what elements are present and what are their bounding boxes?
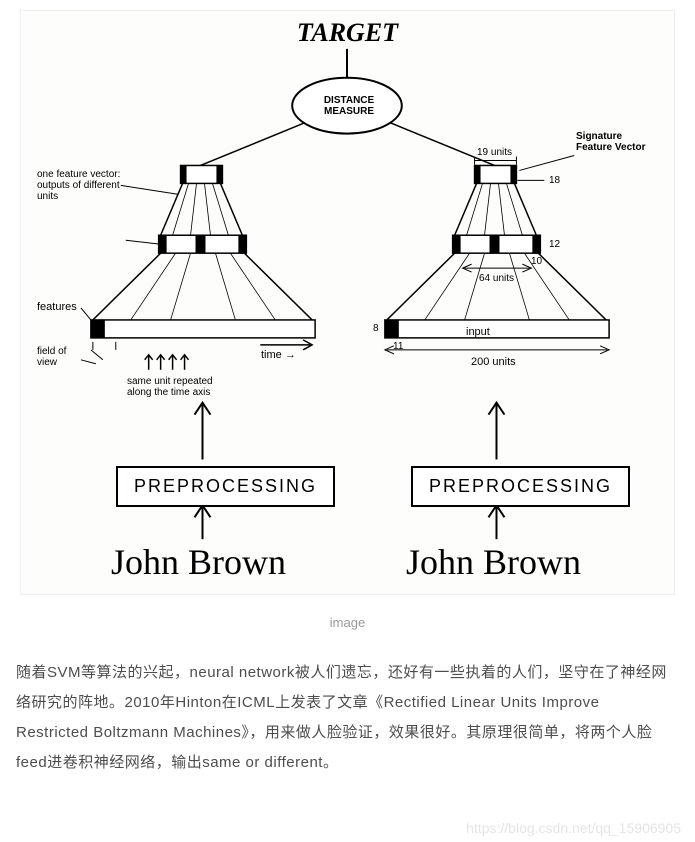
signature-left: John Brown <box>111 541 286 583</box>
signature-vector-label: Signature Feature Vector <box>576 131 645 153</box>
signature-right: John Brown <box>406 541 581 583</box>
field-of-view-label: field of view <box>37 346 66 368</box>
figure-container: TARGET DISTANCE MEASURE one feature vect… <box>20 10 675 595</box>
n12-label: 12 <box>549 239 560 250</box>
units-19-label: 19 units <box>477 147 512 158</box>
units-200-label: 200 units <box>471 356 516 368</box>
same-unit-label: same unit repeated along the time axis <box>127 376 213 398</box>
preprocessing-left: PREPROCESSING <box>116 466 335 507</box>
watermark: https://blog.csdn.net/qq_15906905 <box>466 820 681 836</box>
units-64-label: 64 units <box>479 273 514 284</box>
n8-label: 8 <box>373 323 379 334</box>
n11-label: 11 <box>393 341 403 352</box>
features-label: features <box>37 301 77 313</box>
figure-caption: image <box>0 615 695 630</box>
target-label: TARGET <box>21 19 674 48</box>
body-paragraph: 随着SVM等算法的兴起，neural network被人们遗忘，还好有一些执着的… <box>16 658 675 778</box>
n18-label: 18 <box>549 175 560 186</box>
distance-measure-label: DISTANCE MEASURE <box>311 95 387 117</box>
preprocessing-right: PREPROCESSING <box>411 466 630 507</box>
time-label: time → <box>261 349 296 361</box>
feature-vector-label: one feature vector: outputs of different… <box>37 169 120 202</box>
n10-label: 10 <box>531 256 542 267</box>
input-label: input <box>466 326 490 338</box>
